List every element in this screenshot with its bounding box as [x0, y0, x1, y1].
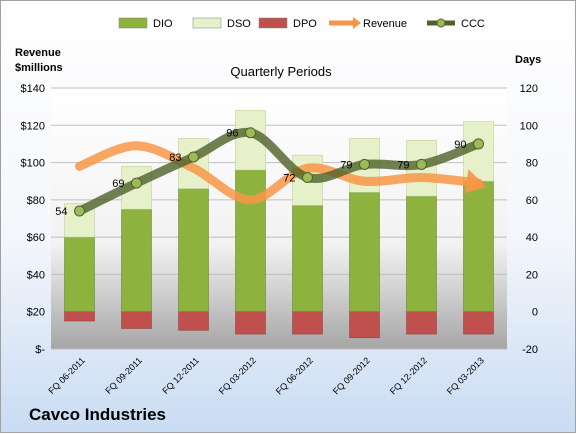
- category-label: FQ 03-2012: [217, 355, 258, 396]
- bar-dio: [349, 192, 380, 312]
- ccc-value-label: 79: [397, 159, 409, 171]
- left-axis-title-line1: Revenue: [15, 47, 61, 59]
- ccc-value-label: 54: [55, 206, 67, 218]
- ccc-value-label: 83: [169, 152, 181, 164]
- left-tick-label: $80: [27, 195, 45, 207]
- left-tick-label: $120: [21, 120, 45, 132]
- ccc-marker: [188, 151, 199, 163]
- bar-dpo: [349, 311, 380, 339]
- ccc-value-label: 69: [112, 178, 124, 190]
- ccc-value-label: 96: [226, 128, 238, 140]
- bar-dpo: [406, 311, 437, 335]
- bar-dio: [178, 188, 209, 312]
- left-tick-label: $100: [21, 158, 45, 170]
- ccc-value-label: 79: [340, 159, 352, 171]
- legend-swatch-dpo: [258, 17, 288, 29]
- category-label: FQ 06-2012: [274, 355, 315, 396]
- revenue-line: [75, 141, 483, 205]
- right-tick-label: 80: [526, 158, 538, 170]
- legend-label-dpo: DPO: [293, 18, 317, 30]
- bar-dio: [292, 205, 323, 312]
- category-label: FQ 12-2012: [388, 355, 429, 396]
- left-tick-label: $140: [21, 83, 45, 95]
- legend-swatch-dso: [192, 17, 222, 29]
- bar-dpo: [178, 311, 209, 331]
- right-tick-label: 40: [526, 232, 538, 244]
- right-tick-label: 20: [526, 269, 538, 281]
- right-tick-label: 120: [520, 83, 538, 95]
- bar-dpo: [121, 311, 152, 329]
- ccc-marker: [473, 138, 484, 150]
- ccc-line: [75, 127, 483, 216]
- category-label: FQ 03-2013: [445, 355, 486, 396]
- legend-label-dio: DIO: [153, 18, 173, 30]
- right-tick-label: 0: [532, 307, 538, 319]
- category-label: FQ 09-2012: [331, 355, 372, 396]
- revenue-arrowhead: [464, 169, 487, 194]
- bar-dpo: [463, 311, 494, 335]
- legend-swatch-ccc-marker: [436, 18, 446, 28]
- bar-dio: [406, 195, 437, 312]
- legend-swatch-dio: [118, 17, 148, 29]
- ccc-marker: [302, 171, 313, 183]
- left-tick-label: $-: [35, 344, 45, 356]
- legend-swatch-revenue-arrow: [353, 17, 361, 29]
- ccc-marker: [74, 205, 85, 217]
- category-label: FQ 09-2011: [103, 355, 144, 396]
- category-label: FQ 06-2011: [46, 355, 87, 396]
- bar-dio: [64, 236, 95, 312]
- chart-title: Quarterly Periods: [230, 64, 332, 79]
- right-tick-label: 60: [526, 195, 538, 207]
- right-tick-label: 100: [520, 120, 538, 132]
- bar-dpo: [235, 311, 266, 335]
- ccc-marker: [131, 177, 142, 189]
- legend-label-ccc: CCC: [461, 18, 485, 30]
- bar-dio: [463, 180, 494, 312]
- right-axis-title: Days: [515, 54, 541, 66]
- category-label: FQ 12-2011: [160, 355, 201, 396]
- plot-area: [51, 88, 507, 349]
- company-name: Cavco Industries: [29, 405, 166, 424]
- bar-dio: [235, 169, 266, 312]
- left-axis-title-line2: $millions: [15, 62, 63, 74]
- right-tick-label: -20: [522, 344, 538, 356]
- left-tick-label: $60: [27, 232, 45, 244]
- ccc-marker: [416, 158, 427, 170]
- bar-dio: [121, 208, 152, 312]
- ccc-value-label: 90: [454, 139, 466, 151]
- bar-dpo: [64, 311, 95, 322]
- legend-label-revenue: Revenue: [363, 18, 407, 30]
- ccc-value-label: 72: [283, 172, 295, 184]
- ccc-marker: [245, 127, 256, 139]
- left-tick-label: $40: [27, 269, 45, 281]
- ccc-marker: [359, 158, 370, 170]
- bar-dpo: [292, 311, 323, 335]
- left-tick-label: $20: [27, 307, 45, 319]
- legend-label-dso: DSO: [227, 18, 251, 30]
